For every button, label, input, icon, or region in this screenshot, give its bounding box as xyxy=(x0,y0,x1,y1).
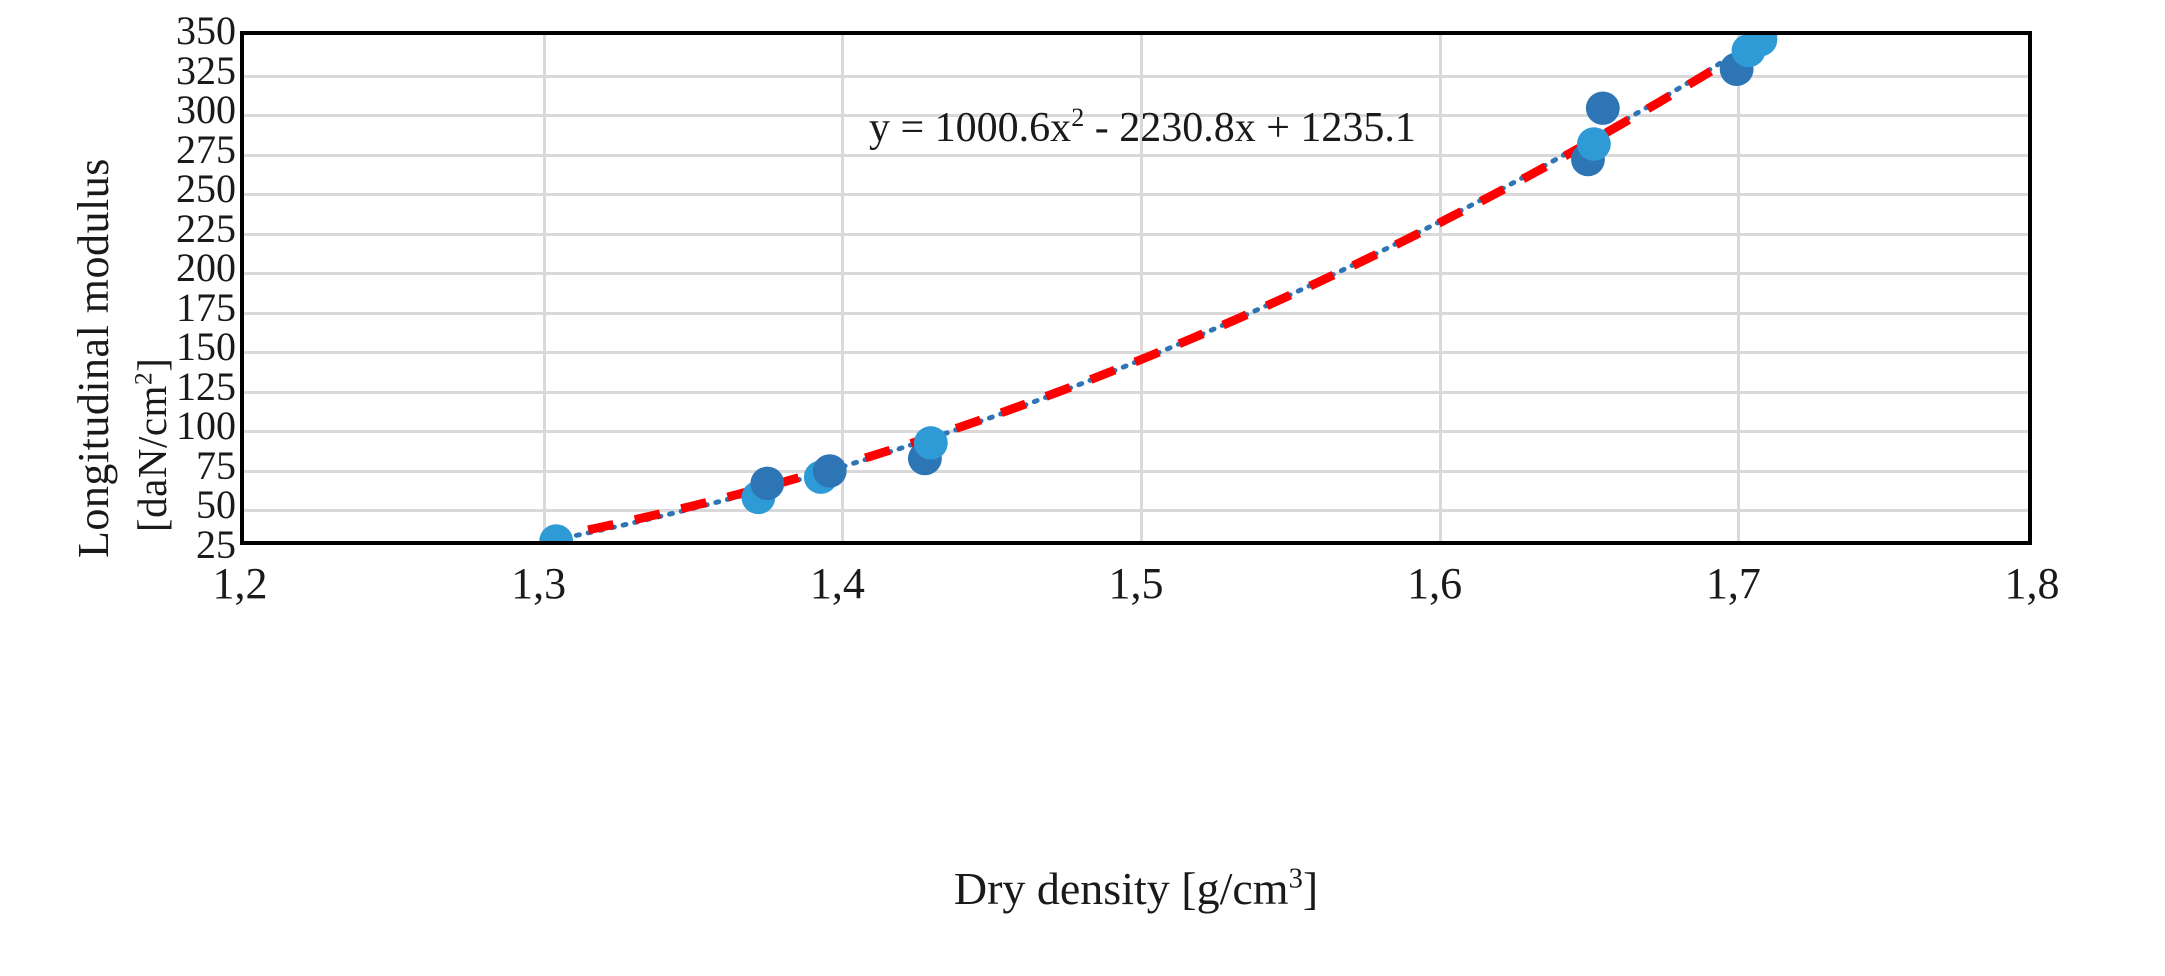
annotation-equation-1: y = 1000.6x2 - 2230.8x + 1235.1 xyxy=(869,103,1416,152)
horizontal-gridline xyxy=(244,193,2028,197)
y-axis-tick-label: 100 xyxy=(176,403,236,449)
x-axis-tick-label: 1,3 xyxy=(511,559,567,608)
y-axis-tick-label: 200 xyxy=(176,245,236,291)
y-axis-tick-label: 300 xyxy=(176,87,236,133)
horizontal-gridline xyxy=(244,232,2028,236)
y-axis-tick-label: 50 xyxy=(196,482,236,528)
y-axis-tick-label: 225 xyxy=(176,205,236,251)
horizontal-gridline xyxy=(244,114,2028,118)
horizontal-gridline xyxy=(244,430,2028,434)
data-point-marker xyxy=(812,454,847,488)
data-overlay xyxy=(539,35,1778,541)
x-axis-tick-labels: 1,2 1,3 1,4 1,5 1,6 1,7 1,8 xyxy=(213,556,2060,626)
data-point-marker xyxy=(539,524,574,541)
x-axis-tick-label: 1,8 xyxy=(2004,559,2060,608)
data-point-marker xyxy=(1585,91,1620,125)
horizontal-gridline xyxy=(244,469,2028,473)
horizontal-gridline xyxy=(244,390,2028,394)
eq1-prefix: y = 1000.6x xyxy=(869,105,1072,151)
y-axis-tick-label: 350 xyxy=(176,8,236,53)
y-axis-tick-labels: 350 325 300 275 250 225 200 175 150 125 100 75 50 25 xyxy=(140,0,240,576)
eq1-superscript: 2 xyxy=(1071,103,1085,132)
y-axis-title: Longitudinal modulus [daN/cm2] xyxy=(0,0,175,580)
x-axis-tick-label: 1,5 xyxy=(1108,559,1164,608)
x-axis-tick-label: 1,7 xyxy=(1705,559,1761,608)
y-axis-tick-label: 325 xyxy=(176,47,236,93)
horizontal-gridline xyxy=(244,74,2028,78)
vertical-gridline xyxy=(542,35,546,541)
y-axis-tick-label: 150 xyxy=(176,324,236,370)
horizontal-gridline xyxy=(244,311,2028,315)
vertical-gridline xyxy=(841,35,845,541)
x-axis-title-superscript: 3 xyxy=(1288,863,1303,895)
y-axis-title-line1: Longitudinal modulus xyxy=(69,158,118,558)
y-axis-tick-label: 275 xyxy=(176,126,236,172)
vertical-gridline xyxy=(1140,35,1143,541)
plot-inner: y = 1000.6x2 - 2230.8x + 1235.1 y = 1000… xyxy=(244,35,2028,541)
horizontal-gridline xyxy=(244,272,2028,276)
vertical-gridline xyxy=(1737,35,1741,541)
x-axis-title-tail: ] xyxy=(1302,863,1319,914)
horizontal-gridline xyxy=(244,351,2028,355)
x-axis-tick-label: 1,2 xyxy=(212,559,268,608)
x-axis-title: Dry density [g/cm3] xyxy=(240,862,2032,915)
data-point-marker xyxy=(750,466,785,501)
plot-area: y = 1000.6x2 - 2230.8x + 1235.1 y = 1000… xyxy=(240,31,2032,545)
data-point-marker xyxy=(1743,35,1778,57)
horizontal-gridline xyxy=(244,153,2028,157)
y-axis-tick-label: 250 xyxy=(176,166,236,212)
data-point-marker xyxy=(913,426,948,460)
y-axis-tick-label: 75 xyxy=(196,442,236,488)
x-axis-tick-label: 1,4 xyxy=(809,559,865,608)
y-axis-tick-label: 25 xyxy=(196,522,236,567)
x-axis-title-main: Dry density [g/cm xyxy=(953,863,1289,914)
eq1-suffix: - 2230.8x + 1235.1 xyxy=(1084,105,1416,151)
data-point-marker xyxy=(1576,127,1611,161)
horizontal-gridline xyxy=(244,509,2028,513)
y-axis-tick-label: 175 xyxy=(176,284,236,330)
y-axis-tick-label: 125 xyxy=(176,363,236,409)
x-axis-tick-label: 1,6 xyxy=(1407,559,1463,608)
vertical-gridline xyxy=(1438,35,1442,541)
